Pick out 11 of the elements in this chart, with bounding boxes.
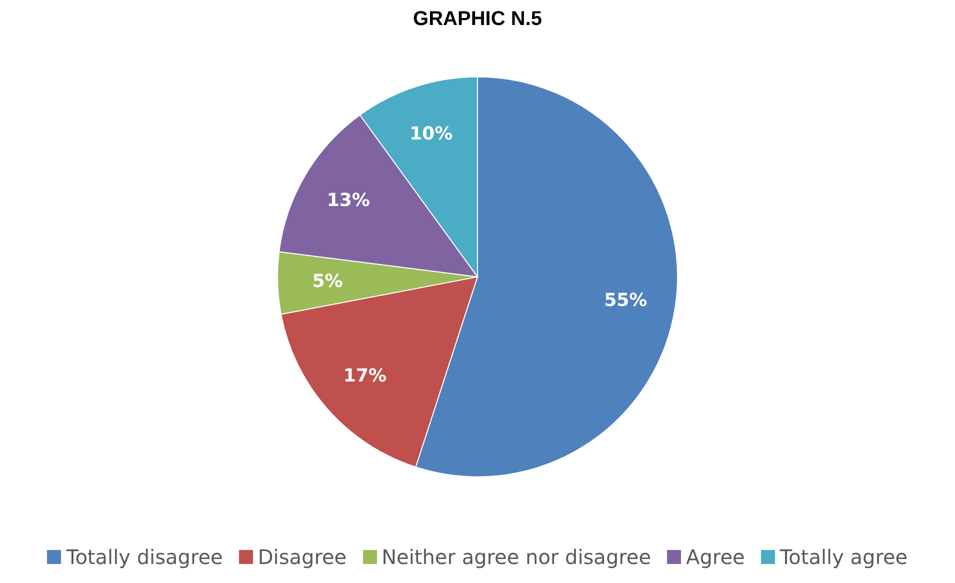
legend-label: Agree [685, 545, 745, 569]
data-label: 13% [326, 190, 370, 211]
data-label: 10% [410, 124, 453, 145]
chart-title: GRAPHIC N.5 [412, 8, 543, 32]
legend-label: Disagree [256, 545, 347, 569]
legend-label: Neither agree nor disagree [380, 545, 652, 569]
data-label: 55% [604, 290, 648, 311]
legend-label: Totally disagree [65, 545, 223, 569]
legend-label: Totally agree [778, 545, 908, 569]
data-label: 5% [312, 271, 343, 292]
data-label: 17% [343, 366, 387, 387]
